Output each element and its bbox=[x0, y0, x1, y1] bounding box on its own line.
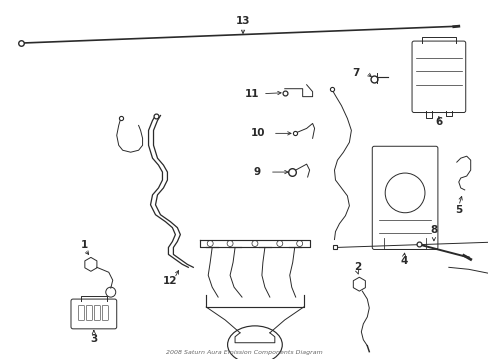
Text: 9: 9 bbox=[253, 167, 260, 177]
Text: 5: 5 bbox=[454, 205, 462, 215]
Text: 10: 10 bbox=[250, 129, 264, 138]
Text: 6: 6 bbox=[434, 117, 442, 127]
Text: 8: 8 bbox=[429, 225, 437, 235]
Text: 11: 11 bbox=[244, 89, 259, 99]
Text: 13: 13 bbox=[235, 16, 250, 26]
Text: 1: 1 bbox=[81, 240, 88, 251]
Text: 12: 12 bbox=[163, 276, 177, 286]
Text: 3: 3 bbox=[90, 334, 97, 344]
Text: 7: 7 bbox=[352, 68, 359, 78]
Text: 2008 Saturn Aura Emission Components Diagram: 2008 Saturn Aura Emission Components Dia… bbox=[165, 350, 322, 355]
Text: 2: 2 bbox=[353, 262, 360, 272]
Text: 4: 4 bbox=[400, 256, 407, 266]
